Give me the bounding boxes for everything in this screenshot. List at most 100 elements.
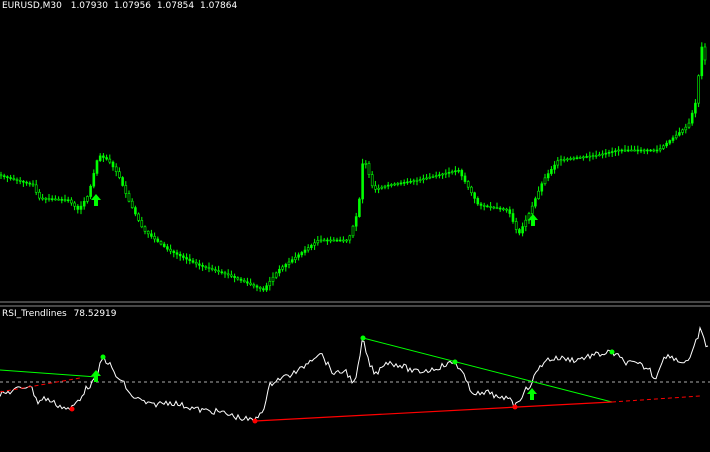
pivot-high bbox=[360, 335, 366, 341]
candle-body bbox=[674, 134, 678, 139]
candle-body bbox=[230, 274, 233, 277]
high-price: 1.07956 bbox=[114, 1, 151, 11]
candle-body bbox=[530, 205, 534, 214]
candle-body bbox=[498, 207, 502, 210]
candle-body bbox=[201, 265, 204, 267]
candle-body bbox=[207, 267, 211, 269]
candle-body bbox=[550, 169, 553, 174]
candle-body bbox=[502, 208, 505, 210]
candle-body bbox=[175, 252, 179, 255]
candle-body bbox=[546, 173, 550, 179]
candle-body bbox=[543, 177, 547, 185]
candle-body bbox=[150, 233, 153, 237]
candle-body bbox=[505, 208, 508, 211]
trendline bbox=[362, 337, 613, 403]
candle-body bbox=[348, 235, 352, 241]
candle-body bbox=[38, 191, 41, 199]
candle-body bbox=[514, 221, 518, 230]
candle-body bbox=[274, 272, 278, 278]
candle-body bbox=[607, 152, 611, 154]
candle-body bbox=[73, 202, 76, 207]
pivot-high bbox=[609, 349, 615, 355]
candle-body bbox=[335, 239, 339, 242]
candle-body bbox=[316, 240, 320, 244]
candle-body bbox=[28, 182, 32, 185]
candle-body bbox=[50, 198, 54, 201]
pivot-low bbox=[252, 418, 258, 424]
candle-body bbox=[562, 158, 566, 161]
candle-body bbox=[358, 198, 361, 217]
price-pane bbox=[0, 42, 707, 292]
trendline bbox=[254, 401, 613, 422]
candle-body bbox=[44, 197, 48, 200]
candle-body bbox=[2, 175, 6, 178]
candle-body bbox=[130, 200, 134, 208]
candle-body bbox=[18, 180, 22, 182]
candle-body bbox=[89, 185, 92, 197]
candle-body bbox=[636, 149, 640, 152]
candle-body bbox=[9, 177, 12, 179]
candle-body bbox=[108, 158, 112, 163]
candle-body bbox=[572, 157, 576, 160]
candle-body bbox=[399, 182, 403, 185]
candle-body bbox=[137, 213, 140, 221]
candle-body bbox=[521, 226, 524, 234]
candle-body bbox=[300, 252, 304, 256]
candle-body bbox=[185, 257, 188, 260]
candle-body bbox=[162, 243, 166, 247]
candle-body bbox=[482, 205, 486, 207]
signal-arrow bbox=[91, 370, 101, 382]
candle-body bbox=[262, 288, 265, 291]
candle-body bbox=[66, 199, 70, 202]
candle-body bbox=[34, 184, 38, 193]
candle-body bbox=[479, 203, 483, 206]
candle-body bbox=[249, 282, 252, 285]
candle-body bbox=[79, 205, 83, 210]
candle-body bbox=[143, 226, 147, 232]
candle-body bbox=[380, 186, 384, 189]
candle-body bbox=[310, 244, 313, 248]
candle-body bbox=[402, 182, 406, 184]
candle-body bbox=[210, 268, 214, 270]
candle-body bbox=[220, 271, 224, 274]
indicator-value: 78.52919 bbox=[74, 309, 117, 319]
candle-body bbox=[22, 180, 25, 183]
candle-body bbox=[540, 183, 544, 192]
candle-body bbox=[559, 159, 563, 162]
signal-arrow bbox=[528, 214, 538, 226]
candle-body bbox=[246, 281, 249, 284]
candle-body bbox=[386, 184, 390, 187]
candle-body bbox=[646, 149, 649, 152]
candle-body bbox=[639, 149, 643, 152]
candle-body bbox=[457, 170, 460, 172]
candle-body bbox=[620, 149, 624, 152]
candle-body bbox=[191, 260, 195, 263]
candle-body bbox=[326, 239, 329, 242]
candle-body bbox=[31, 183, 35, 186]
candle-body bbox=[687, 122, 691, 128]
candle-body bbox=[313, 242, 316, 246]
candle-body bbox=[690, 112, 694, 124]
candle-body bbox=[271, 276, 275, 282]
candle-body bbox=[127, 193, 131, 202]
candle-body bbox=[114, 166, 118, 172]
candle-body bbox=[652, 149, 656, 152]
candle-body bbox=[697, 75, 700, 104]
candle-body bbox=[166, 246, 169, 250]
candle-body bbox=[255, 285, 259, 288]
candle-body bbox=[377, 187, 380, 190]
candle-body bbox=[124, 185, 128, 194]
candle-body bbox=[412, 180, 416, 183]
candle-body bbox=[252, 284, 256, 287]
candle-body bbox=[284, 264, 288, 268]
candle-body bbox=[626, 149, 630, 152]
candle-body bbox=[361, 163, 364, 200]
candle-body bbox=[233, 275, 236, 278]
candle-body bbox=[290, 259, 294, 263]
candle-body bbox=[374, 185, 377, 190]
candle-body bbox=[463, 175, 467, 182]
candle-body bbox=[118, 171, 121, 178]
candle-body bbox=[428, 176, 432, 179]
candle-body bbox=[418, 179, 422, 181]
candle-body bbox=[450, 171, 454, 173]
